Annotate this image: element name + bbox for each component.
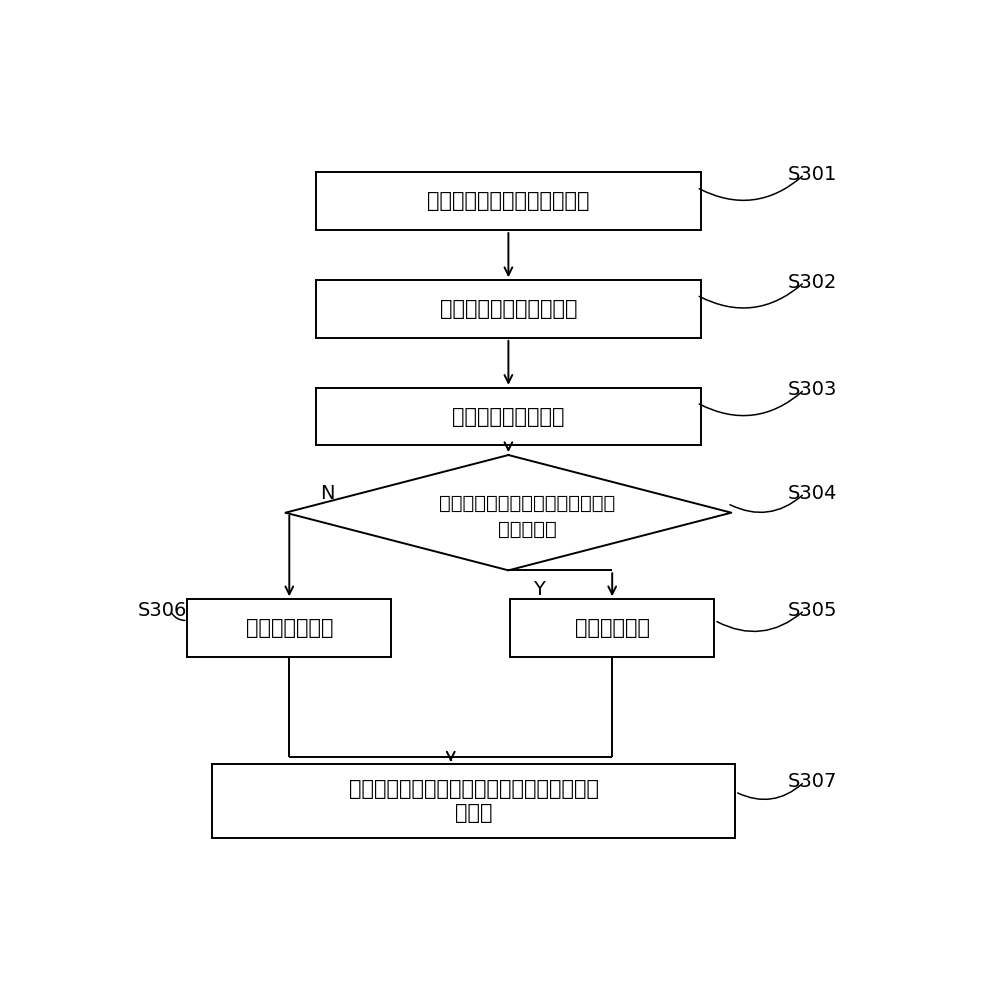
Text: 据是否一致: 据是否一致 (498, 520, 557, 539)
Text: S302: S302 (788, 273, 837, 292)
Text: 对结果数据进行监控: 对结果数据进行监控 (452, 407, 564, 427)
Bar (212, 764, 735, 838)
Text: Y: Y (534, 580, 545, 599)
Text: N: N (320, 484, 335, 503)
Bar (187, 599, 391, 657)
Bar (316, 172, 700, 230)
Text: 根据预设测试程序生成源数据: 根据预设测试程序生成源数据 (428, 191, 589, 211)
Text: S301: S301 (788, 165, 837, 184)
Text: S303: S303 (788, 380, 837, 399)
Text: 多次获取并判断结果数据与参考数: 多次获取并判断结果数据与参考数 (439, 494, 616, 513)
Text: 输出不合格信号: 输出不合格信号 (246, 618, 333, 638)
Text: 输出合格信号: 输出合格信号 (574, 618, 650, 638)
Bar (510, 599, 714, 657)
Bar (316, 280, 700, 338)
Text: 根据源数据生成参考数据: 根据源数据生成参考数据 (439, 299, 577, 319)
Bar (316, 388, 700, 445)
Text: 对多个合格信号和不合格信号进行统计，输出
合格率: 对多个合格信号和不合格信号进行统计，输出 合格率 (349, 779, 599, 823)
Text: S306: S306 (138, 601, 187, 620)
Text: S305: S305 (788, 601, 837, 620)
Text: S307: S307 (788, 772, 837, 791)
Text: S304: S304 (788, 484, 837, 503)
